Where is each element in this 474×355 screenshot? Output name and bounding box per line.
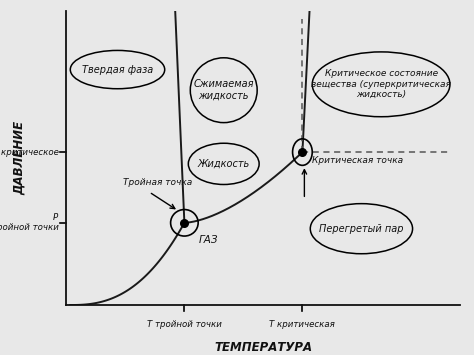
Text: Жидкость: Жидкость: [198, 159, 250, 169]
Text: ГАЗ: ГАЗ: [198, 235, 218, 245]
Text: ДАВЛЕНИЕ: ДАВЛЕНИЕ: [13, 121, 26, 195]
Text: Т тройной точки: Т тройной точки: [147, 320, 222, 329]
Text: Критическая точка: Критическая точка: [312, 157, 403, 165]
Text: Тройная точка: Тройная точка: [123, 179, 192, 187]
Text: Твердая фаза: Твердая фаза: [82, 65, 153, 75]
Text: Р критическое: Р критическое: [0, 148, 58, 157]
Text: Р
тройной точки: Р тройной точки: [0, 213, 58, 232]
Text: Т критическая: Т критическая: [270, 320, 335, 329]
Text: Перегретый пар: Перегретый пар: [319, 224, 404, 234]
Text: ТЕМПЕРАТУРА: ТЕМПЕРАТУРА: [214, 341, 312, 354]
Text: Сжимаемая
жидкость: Сжимаемая жидкость: [193, 80, 254, 101]
Text: Критическое состояние
вещества (суперкритическая
жидкость): Критическое состояние вещества (суперкри…: [311, 70, 451, 99]
